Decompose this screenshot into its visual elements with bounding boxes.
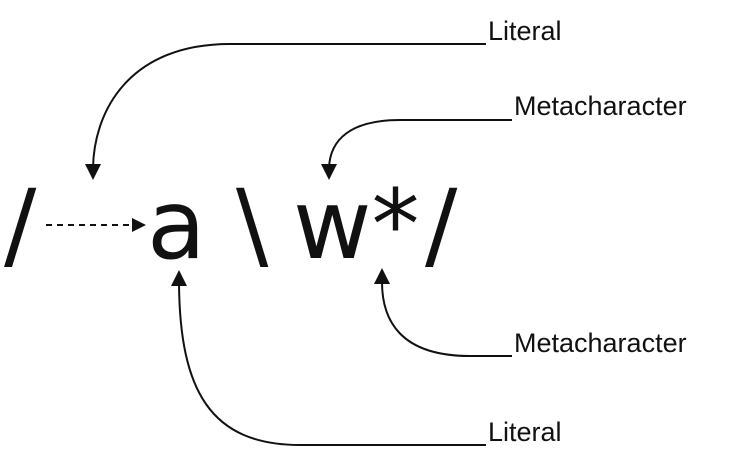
label-literal-bottom: Literal — [488, 417, 562, 447]
dashed-arrow-head — [132, 218, 146, 232]
label-metacharacter-top: Metacharacter — [514, 91, 687, 121]
regex-close-slash: / — [425, 169, 458, 281]
arrow-metacharacter-bottom-head — [374, 268, 390, 284]
label-metacharacter-bottom: Metacharacter — [514, 328, 687, 358]
arrow-literal-bottom — [178, 283, 486, 446]
label-literal-top: Literal — [488, 16, 562, 46]
regex-backslash: \ — [236, 169, 269, 281]
arrow-metacharacter-bottom — [381, 281, 512, 357]
regex-open-slash: / — [4, 169, 37, 281]
regex-char-a: a — [147, 169, 206, 281]
regex-char-w-star: w* — [293, 169, 420, 281]
arrow-literal-top — [92, 43, 486, 169]
arrow-metacharacter-top — [328, 119, 512, 169]
arrow-literal-bottom-head — [171, 270, 187, 286]
arrow-metacharacter-top-head — [321, 164, 337, 180]
arrow-literal-top-head — [85, 164, 101, 180]
